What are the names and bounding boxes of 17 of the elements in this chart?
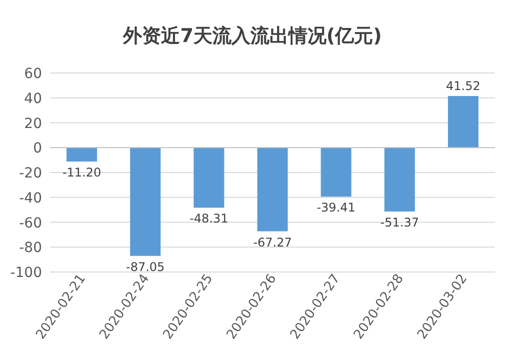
data-label: 41.52 [446,78,480,93]
chart-title: 外资近7天流入流出情况(亿元) [122,25,382,47]
y-tick-label: 60 [24,66,42,82]
data-label: -87.05 [126,260,165,274]
y-tick-label: -60 [19,215,42,232]
y-tick-label: -40 [19,190,42,206]
y-tick-label: 20 [24,116,42,132]
data-label: -67.27 [253,235,292,250]
y-tick-label: -20 [19,166,42,182]
data-label: -11.20 [62,166,102,180]
data-label: -48.31 [190,212,228,226]
y-tick-label: -80 [19,240,42,256]
data-label: -51.37 [380,216,419,230]
y-tick-label: 0 [33,140,42,157]
data-label: -39.41 [316,200,356,215]
y-tick-label: 40 [24,90,42,107]
y-tick-label: -100 [10,265,42,281]
